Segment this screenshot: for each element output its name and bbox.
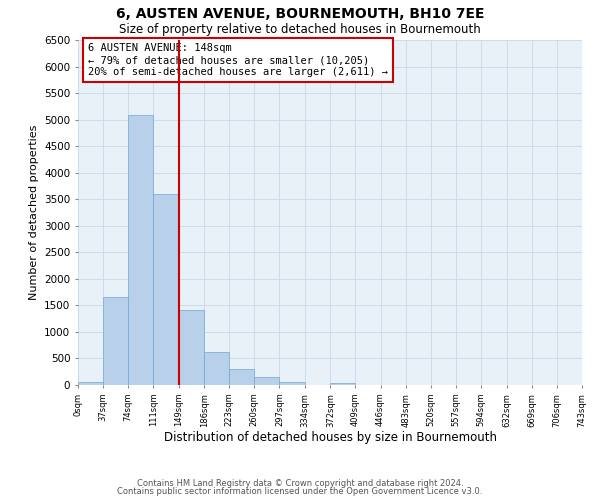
Text: Contains HM Land Registry data © Crown copyright and database right 2024.: Contains HM Land Registry data © Crown c…	[137, 478, 463, 488]
Bar	[204, 352, 229, 385]
Text: Size of property relative to detached houses in Bournemouth: Size of property relative to detached ho…	[119, 22, 481, 36]
Bar	[103, 298, 128, 385]
Bar	[331, 382, 355, 385]
Text: Contains public sector information licensed under the Open Government Licence v3: Contains public sector information licen…	[118, 487, 482, 496]
Bar	[78, 382, 103, 385]
Text: 6 AUSTEN AVENUE: 148sqm
← 79% of detached houses are smaller (10,205)
20% of sem: 6 AUSTEN AVENUE: 148sqm ← 79% of detache…	[88, 44, 388, 76]
Bar	[179, 310, 204, 385]
X-axis label: Distribution of detached houses by size in Bournemouth: Distribution of detached houses by size …	[163, 430, 497, 444]
Y-axis label: Number of detached properties: Number of detached properties	[29, 125, 38, 300]
Bar	[254, 377, 280, 385]
Text: 6, AUSTEN AVENUE, BOURNEMOUTH, BH10 7EE: 6, AUSTEN AVENUE, BOURNEMOUTH, BH10 7EE	[116, 8, 484, 22]
Bar	[128, 116, 153, 385]
Bar	[153, 194, 179, 385]
Bar	[280, 382, 305, 385]
Bar	[229, 369, 254, 385]
